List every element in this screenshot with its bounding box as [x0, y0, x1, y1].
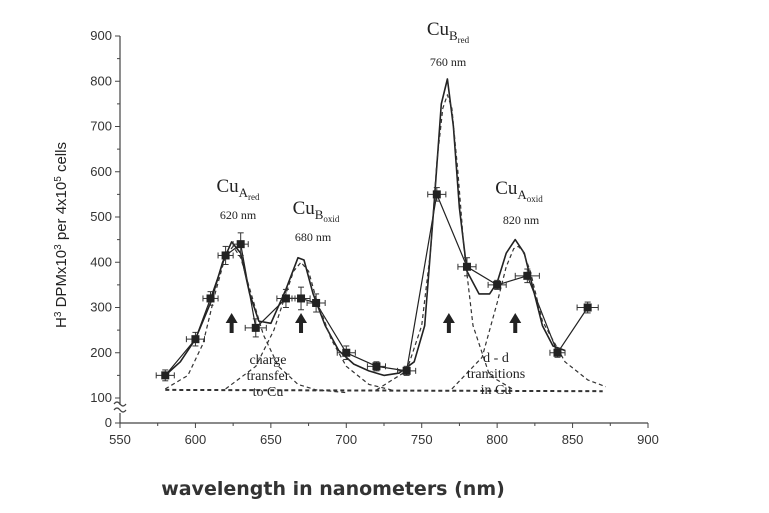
region-label-charge: charge — [249, 353, 286, 368]
peak-label-sub: B — [449, 28, 458, 43]
y-tick-label: 500 — [90, 209, 112, 224]
up-arrow-icon — [225, 313, 238, 333]
peak-label-base: Cu — [427, 19, 450, 40]
chart-labels: H3 DPMx103 per 4x105 cells wavelength in … — [53, 19, 544, 500]
x-tick-label: 600 — [185, 432, 207, 447]
data-point — [523, 271, 532, 280]
peak-label-cuBoxid: CuBoxid — [293, 198, 340, 224]
region-label-dd: in Cu — [481, 383, 512, 398]
y-tick-label: 400 — [90, 254, 112, 269]
x-tick-label: 650 — [260, 432, 282, 447]
x-tick-label: 900 — [637, 432, 659, 447]
peak-label-base: Cu — [495, 178, 518, 199]
peak-label-sub: B — [315, 207, 324, 222]
peak-label-base: Cu — [216, 176, 239, 197]
data-point — [493, 280, 502, 289]
peak-wavelength-cuBred: 760 nm — [430, 55, 467, 69]
data-point — [281, 294, 290, 303]
peak-label-subsub: red — [458, 35, 470, 45]
series-line-6 — [165, 388, 603, 393]
peak-label-cuAoxid: CuAoxid — [495, 178, 543, 204]
peak-label-subsub: oxid — [323, 214, 340, 224]
x-tick-label: 550 — [109, 432, 131, 447]
y-tick-label: 900 — [90, 28, 112, 43]
y-tick-label: 100 — [90, 390, 112, 405]
y-axis-break — [113, 401, 127, 413]
peak-label-subsub: red — [248, 192, 260, 202]
data-point — [553, 348, 562, 357]
up-arrow-icon — [295, 313, 308, 333]
series-line-2 — [164, 245, 347, 394]
y-tick-label: 200 — [90, 345, 112, 360]
data-point — [206, 294, 215, 303]
peak-wavelength-cuAoxid: 820 nm — [503, 213, 540, 227]
series-line-4 — [376, 94, 513, 391]
x-axis-title: wavelength in nanometers (nm) — [161, 478, 505, 500]
x-tick-label: 850 — [562, 432, 584, 447]
up-arrow-icon — [442, 313, 455, 333]
peak-label-subsub: oxid — [527, 194, 544, 204]
peak-label-cuAred: CuAred — [216, 176, 260, 202]
peak-label-sub: A — [517, 187, 527, 202]
x-tick-label: 700 — [335, 432, 357, 447]
peak-wavelength-cuBoxid: 680 nm — [295, 230, 332, 244]
peak-label-base: Cu — [293, 198, 316, 219]
y-tick-label: 0 — [105, 415, 112, 430]
data-point — [372, 362, 381, 371]
up-arrow-icon — [509, 313, 522, 333]
x-tick-label: 800 — [486, 432, 508, 447]
series-line-1 — [164, 78, 566, 377]
chart-series — [164, 78, 607, 394]
data-point — [432, 190, 441, 199]
region-label-charge: to Cu — [253, 385, 284, 400]
data-point — [191, 335, 200, 344]
chart-axes: 550 600 650 700 750 800 850 900 0 100 200 300 400 500… — [90, 28, 659, 447]
y-tick-label: 300 — [90, 300, 112, 315]
region-label-dd: transitions — [467, 367, 525, 382]
data-point — [221, 251, 230, 260]
data-point — [297, 294, 306, 303]
y-axis-title: H3 DPMx103 per 4x105 cells — [53, 142, 71, 328]
x-tick-label: 750 — [411, 432, 433, 447]
data-point — [161, 371, 170, 380]
data-point — [236, 240, 245, 249]
region-label-charge: transfer — [247, 369, 290, 384]
y-tick-label: 700 — [90, 119, 112, 134]
y-tick-label: 600 — [90, 164, 112, 179]
region-label-dd: d - d — [483, 351, 509, 366]
y-tick-label: 800 — [90, 73, 112, 88]
peak-wavelength-cuAred: 620 nm — [220, 208, 257, 222]
data-point — [251, 323, 260, 332]
data-point — [342, 348, 351, 357]
chart-marks — [155, 187, 599, 382]
data-point — [583, 303, 592, 312]
peak-label-sub: A — [239, 185, 249, 200]
series-line-3 — [225, 261, 392, 391]
data-point — [462, 262, 471, 271]
peak-label-cuBred: CuBred — [427, 19, 470, 45]
data-point — [312, 298, 321, 307]
data-point — [402, 366, 411, 375]
